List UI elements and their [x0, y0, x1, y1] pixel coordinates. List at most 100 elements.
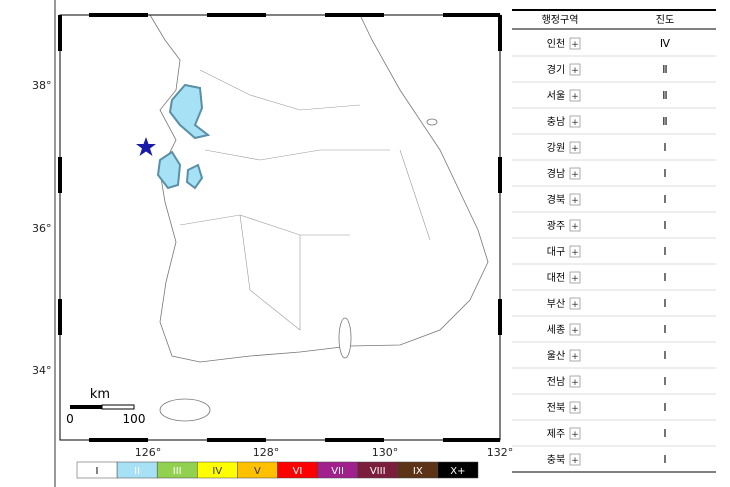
region-name: 강원 — [547, 142, 565, 154]
legend-label: IV — [212, 466, 222, 477]
expand-button[interactable] — [569, 349, 581, 362]
frame-tick — [207, 438, 266, 442]
frame-tick — [58, 15, 62, 51]
frame-tick — [498, 299, 502, 335]
region-name: 경기 — [547, 63, 565, 76]
jeju-island — [159, 398, 211, 422]
expand-button[interactable] — [569, 245, 581, 258]
intensity: Ⅰ — [663, 141, 666, 154]
lat-label: 36° — [32, 222, 52, 235]
expand-button[interactable] — [569, 271, 581, 284]
region-name: 경북 — [547, 193, 565, 206]
expand-button[interactable] — [569, 219, 581, 232]
expand-icon[interactable]: + — [571, 170, 579, 180]
area-chungnam — [156, 150, 182, 190]
epicenter — [136, 137, 156, 156]
expand-icon[interactable]: + — [571, 248, 579, 258]
island — [338, 317, 352, 359]
expand-button[interactable] — [569, 193, 581, 206]
intensity: Ⅰ — [663, 193, 666, 206]
expand-button[interactable] — [569, 89, 581, 102]
intensity: Ⅰ — [663, 453, 666, 466]
island — [426, 118, 438, 126]
intensity-legend: I II III IV V VI VII VIII IX X+ — [76, 461, 479, 479]
expand-icon[interactable]: + — [571, 326, 579, 336]
peninsula — [149, 14, 489, 363]
frame-ticks — [58, 13, 502, 442]
legend-label: VIII — [370, 466, 386, 477]
frame-tick — [89, 438, 148, 442]
intensity: Ⅰ — [663, 349, 666, 362]
expand-button[interactable] — [569, 63, 581, 76]
region-name: 전남 — [547, 376, 565, 388]
frame-tick — [207, 13, 266, 17]
expand-icon[interactable]: + — [571, 456, 579, 466]
region-name: 울산 — [547, 350, 565, 362]
felt-area — [156, 83, 211, 190]
region-name: 대구 — [547, 246, 565, 258]
legend-label: I — [96, 466, 99, 477]
land — [149, 14, 489, 422]
intensity: Ⅰ — [663, 219, 666, 232]
expand-icon[interactable]: + — [571, 66, 579, 76]
region-name: 전북 — [547, 402, 565, 414]
expand-button[interactable] — [569, 297, 581, 310]
border — [179, 69, 431, 331]
intensity: Ⅰ — [663, 427, 666, 440]
expand-icon[interactable]: + — [571, 118, 579, 128]
legend-label: VII — [331, 466, 344, 477]
expand-icon[interactable]: + — [571, 144, 579, 154]
expand-icon[interactable]: + — [571, 92, 579, 102]
frame-tick — [443, 438, 500, 442]
lon-label: 126° — [135, 446, 162, 459]
expand-button[interactable] — [569, 453, 581, 466]
frame-tick — [498, 15, 502, 51]
area-chungnam — [185, 163, 204, 190]
expand-button[interactable] — [569, 141, 581, 154]
region-name: 충북 — [547, 454, 565, 466]
expand-button[interactable] — [569, 37, 581, 50]
region-name: 인천 — [547, 38, 565, 50]
expand-button[interactable] — [569, 401, 581, 414]
frame-tick — [89, 13, 148, 17]
region-name: 서울 — [547, 90, 565, 102]
scale-bar — [70, 405, 102, 409]
intensity: Ⅰ — [663, 375, 666, 388]
lon-label: 128° — [253, 446, 280, 459]
intensity: Ⅱ — [662, 115, 667, 128]
intensity: Ⅱ — [662, 89, 667, 102]
legend-swatch — [437, 461, 479, 479]
region-name: 경남 — [547, 167, 565, 180]
legend-label: IX — [413, 466, 423, 477]
map-frame — [59, 14, 501, 441]
expand-icon[interactable]: + — [571, 300, 579, 310]
expand-icon[interactable]: + — [571, 378, 579, 388]
scale-unit: km — [90, 387, 110, 402]
intensity: Ⅰ — [663, 401, 666, 414]
expand-button[interactable] — [569, 323, 581, 336]
lat-label: 34° — [32, 364, 52, 377]
expand-button[interactable] — [569, 167, 581, 180]
expand-icon[interactable]: + — [571, 196, 579, 206]
expand-button[interactable] — [569, 375, 581, 388]
area-gyeonggi — [168, 83, 211, 140]
scale-label: 100 — [123, 412, 146, 426]
expand-icon[interactable]: + — [571, 222, 579, 232]
lat-label: 38° — [32, 79, 52, 92]
intensity: Ⅰ — [663, 271, 666, 284]
expand-icon[interactable]: + — [571, 430, 579, 440]
intensity: Ⅱ — [662, 63, 667, 76]
expand-icon[interactable]: + — [571, 40, 579, 50]
expand-button[interactable] — [569, 427, 581, 440]
legend-label: VI — [293, 466, 303, 477]
expand-icon[interactable]: + — [571, 274, 579, 284]
expand-button[interactable] — [569, 115, 581, 128]
lon-label: 130° — [372, 446, 399, 459]
frame-tick — [325, 438, 384, 442]
expand-icon[interactable]: + — [571, 404, 579, 414]
expand-icon[interactable]: + — [571, 352, 579, 362]
frame-tick — [58, 157, 62, 193]
